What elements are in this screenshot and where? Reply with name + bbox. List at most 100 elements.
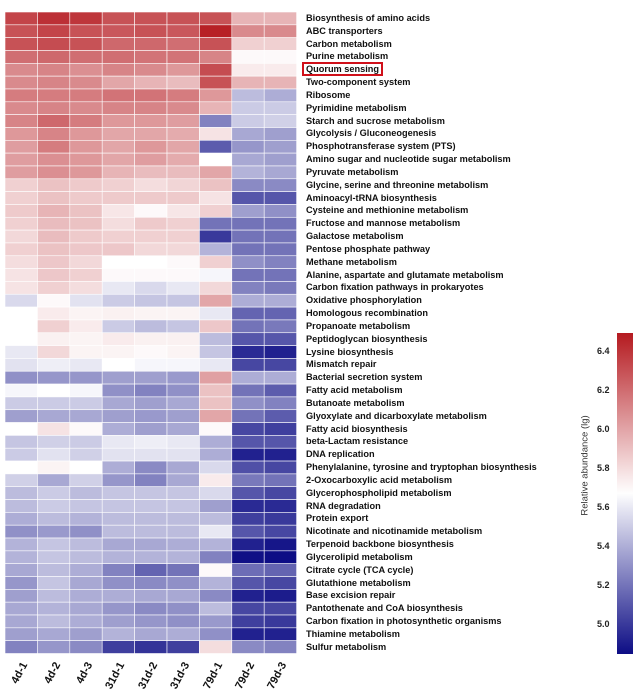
heatmap-cell (4, 293, 38, 308)
row-label: Cysteine and methionine metabolism (306, 205, 469, 216)
heatmap-cell (134, 486, 168, 500)
heatmap-cell (37, 101, 71, 115)
colorbar-tick-label: 6.0 (597, 424, 610, 435)
heatmap-cell (231, 370, 265, 385)
row-label-container: Pantothenate and CoA biosynthesis (306, 602, 463, 615)
heatmap-cell (134, 499, 168, 513)
heatmap-cell (166, 178, 200, 192)
row-label-container: Fatty acid biosynthesis (306, 423, 408, 436)
heatmap-cell (231, 114, 265, 128)
heatmap-cell (199, 447, 233, 462)
row-label: Nicotinate and nicotinamide metabolism (306, 526, 483, 537)
heatmap-cell (134, 281, 168, 295)
heatmap-cell (101, 255, 135, 269)
heatmap-cell (69, 229, 103, 244)
heatmap-cell (69, 50, 103, 64)
heatmap-cell (37, 11, 71, 26)
row-label: Homologous recombination (306, 308, 428, 319)
heatmap-cell (101, 370, 135, 385)
heatmap-cell (69, 165, 103, 180)
heatmap-cell (263, 306, 297, 321)
heatmap-cell (4, 101, 38, 115)
heatmap-cell (134, 601, 168, 616)
heatmap-cell (134, 127, 168, 141)
row-label-container: Starch and sucrose metabolism (306, 115, 445, 128)
heatmap-cell (166, 601, 200, 616)
heatmap-cell (37, 512, 71, 526)
heatmap-cell (263, 370, 297, 385)
heatmap-cell (199, 550, 233, 564)
heatmap-cell (263, 524, 297, 539)
heatmap-cell (37, 396, 71, 411)
heatmap-cell (4, 447, 38, 462)
heatmap-cell (231, 216, 265, 231)
heatmap-cell (231, 50, 265, 64)
heatmap-cell (199, 358, 233, 372)
heatmap-cell (166, 204, 200, 218)
row-label-container: Fructose and mannose metabolism (306, 217, 460, 230)
row-label: Glycerolipid metabolism (306, 551, 413, 562)
heatmap-cell (263, 447, 297, 462)
heatmap-cell (37, 268, 71, 282)
heatmap-cell (37, 563, 71, 577)
heatmap-cell (4, 178, 38, 192)
heatmap-cell (101, 242, 135, 257)
row-label-container: Glyoxylate and dicarboxylate metabolism (306, 410, 487, 423)
heatmap-cell (231, 229, 265, 244)
heatmap-cell (4, 345, 38, 359)
heatmap-cell (69, 63, 103, 77)
row-label-container: Quorum sensing (302, 62, 383, 77)
heatmap-cell (166, 576, 200, 590)
heatmap-cell (134, 204, 168, 218)
heatmap-cell (263, 204, 297, 218)
heatmap-cell (166, 435, 200, 449)
heatmap-cell (199, 255, 233, 269)
heatmap-cell (263, 396, 297, 411)
row-label-container: Oxidative phosphorylation (306, 294, 422, 307)
heatmap-cell (199, 229, 233, 244)
heatmap-cell (101, 319, 135, 334)
heatmap-cell (166, 512, 200, 526)
heatmap-cell (69, 255, 103, 269)
row-label: Lysine biosynthesis (306, 346, 394, 357)
row-label-container: Cysteine and methionine metabolism (306, 204, 468, 217)
heatmap-cell (263, 255, 297, 269)
row-label-container: Purine metabolism (306, 50, 388, 63)
heatmap-cell (69, 24, 103, 38)
heatmap-cell (166, 140, 200, 154)
heatmap-cell (37, 63, 71, 77)
heatmap-cell (231, 319, 265, 334)
heatmap-cell (37, 499, 71, 513)
heatmap-cell (134, 24, 168, 38)
heatmap-cell (231, 396, 265, 411)
heatmap-cell (199, 524, 233, 539)
heatmap-cell (231, 178, 265, 192)
row-label: Carbon metabolism (306, 38, 392, 49)
heatmap-cell (69, 191, 103, 205)
heatmap-cell (231, 627, 265, 641)
heatmap-cell (231, 601, 265, 616)
heatmap-cell (101, 114, 135, 128)
heatmap-cell (263, 358, 297, 372)
heatmap-cell (101, 576, 135, 590)
heatmap-cell (101, 306, 135, 321)
heatmap-cell (37, 370, 71, 385)
row-label-container: Phenylalanine, tyrosine and tryptophan b… (306, 461, 537, 474)
row-label: beta-Lactam resistance (306, 436, 409, 447)
heatmap-cell (166, 37, 200, 51)
heatmap-cell (231, 345, 265, 359)
heatmap-cell (263, 242, 297, 257)
heatmap-cell (199, 11, 233, 26)
heatmap-cell (263, 11, 297, 26)
row-label: Purine metabolism (306, 51, 389, 62)
heatmap-cell (69, 486, 103, 500)
row-label-container: Sulfur metabolism (306, 641, 386, 654)
heatmap-cell (199, 50, 233, 64)
row-label-container: Alanine, aspartate and glutamate metabol… (306, 269, 504, 282)
heatmap-cell (263, 473, 297, 488)
heatmap-cell (263, 281, 297, 295)
heatmap-cell (4, 589, 38, 603)
heatmap-cell (69, 396, 103, 411)
heatmap-cell (166, 499, 200, 513)
